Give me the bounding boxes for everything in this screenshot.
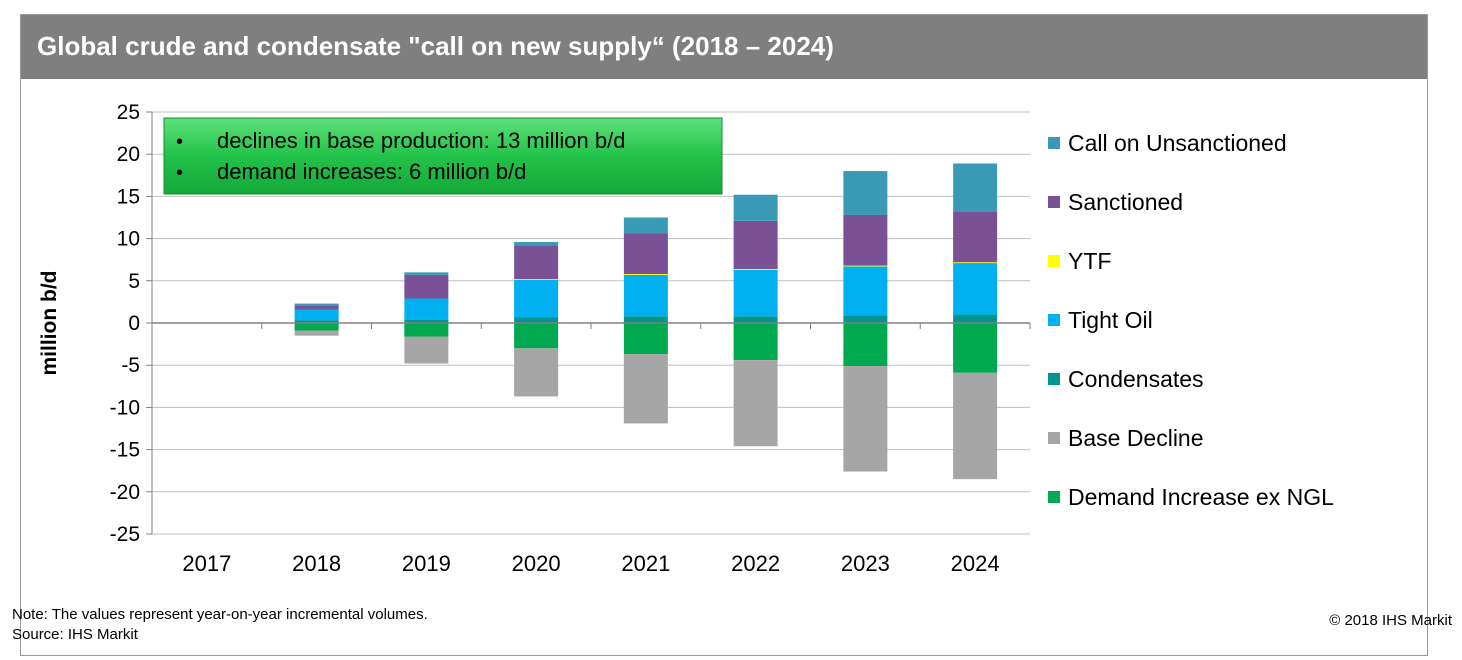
annotation-text: demand increases: 6 million b/d xyxy=(217,159,526,184)
bar-demand-increase-ex-ngl-2022 xyxy=(733,323,778,361)
bar-condensates-2018 xyxy=(294,320,339,323)
legend-item: YTF xyxy=(1048,246,1111,276)
y-tick-label: 5 xyxy=(128,270,140,293)
bar-tight-oil-2021 xyxy=(623,274,668,317)
bar-call-on-unsanctioned-2022 xyxy=(733,194,778,221)
bar-call-on-unsanctioned-2021 xyxy=(623,217,668,234)
bar-base-decline-2021 xyxy=(623,354,668,424)
annotation-box xyxy=(163,117,723,195)
y-tick-label: -5 xyxy=(121,354,140,377)
legend-swatch xyxy=(1048,255,1060,267)
bar-ytf-2021 xyxy=(623,274,668,275)
legend-item: Demand Increase ex NGL xyxy=(1048,482,1334,512)
y-tick-label: -25 xyxy=(110,523,140,546)
legend-item: Tight Oil xyxy=(1048,305,1153,335)
bar-call-on-unsanctioned-2020 xyxy=(514,241,559,246)
legend-swatch xyxy=(1048,196,1060,208)
y-tick-label: 0 xyxy=(128,312,140,335)
bar-tight-oil-2019 xyxy=(404,298,449,320)
chart-title: Global crude and condensate "call on new… xyxy=(37,31,834,61)
bar-tight-oil-2023 xyxy=(843,266,888,316)
bar-sanctioned-2018 xyxy=(294,305,339,310)
bar-base-decline-2020 xyxy=(514,348,559,397)
bar-sanctioned-2022 xyxy=(733,220,778,269)
bar-ytf-2024 xyxy=(953,262,998,264)
x-tick-label: 2017 xyxy=(182,551,231,576)
bar-tight-oil-2018 xyxy=(294,309,339,321)
y-tick-label: -15 xyxy=(110,439,140,462)
x-tick-label: 2022 xyxy=(731,551,780,576)
x-tick-label: 2019 xyxy=(402,551,451,576)
x-tick-label: 2020 xyxy=(512,551,561,576)
legend-swatch xyxy=(1048,373,1060,385)
bar-demand-increase-ex-ngl-2019 xyxy=(404,323,449,337)
bar-sanctioned-2019 xyxy=(404,274,449,299)
bar-base-decline-2018 xyxy=(294,330,339,336)
annotation-text: declines in base production: 13 million … xyxy=(217,128,625,153)
legend-item: Call on Unsanctioned xyxy=(1048,128,1287,158)
legend-swatch xyxy=(1048,314,1060,326)
bar-call-on-unsanctioned-2024 xyxy=(953,163,998,212)
bar-sanctioned-2024 xyxy=(953,211,998,263)
bar-tight-oil-2022 xyxy=(733,269,778,317)
y-tick-label: -20 xyxy=(110,481,140,504)
legend-swatch xyxy=(1048,491,1060,503)
legend-swatch xyxy=(1048,137,1060,149)
x-tick-label: 2024 xyxy=(951,551,1000,576)
source-text: Source: IHS Markit xyxy=(12,626,138,643)
bar-condensates-2019 xyxy=(404,319,449,323)
note-text: Note: The values represent year-on-year … xyxy=(12,606,428,623)
bar-demand-increase-ex-ngl-2020 xyxy=(514,323,559,349)
x-tick-label: 2018 xyxy=(292,551,341,576)
bar-tight-oil-2020 xyxy=(514,279,559,318)
legend-label: Demand Increase ex NGL xyxy=(1068,483,1334,510)
bar-demand-increase-ex-ngl-2024 xyxy=(953,323,998,373)
bar-call-on-unsanctioned-2018 xyxy=(294,303,339,306)
bar-sanctioned-2021 xyxy=(623,233,668,275)
legend-label: Call on Unsanctioned xyxy=(1068,129,1287,156)
copyright-text: © 2018 IHS Markit xyxy=(1329,612,1452,629)
annotation-bullet: • xyxy=(176,131,183,153)
bar-demand-increase-ex-ngl-2023 xyxy=(843,323,888,367)
bar-ytf-2022 xyxy=(733,268,778,270)
bar-base-decline-2022 xyxy=(733,360,778,447)
y-tick-label: 15 xyxy=(117,185,140,208)
bar-base-decline-2019 xyxy=(404,336,449,364)
legend-label: Condensates xyxy=(1068,365,1204,392)
bar-base-decline-2024 xyxy=(953,372,998,480)
bar-condensates-2020 xyxy=(514,317,559,323)
bar-ytf-2023 xyxy=(843,265,888,267)
bar-ytf-2020 xyxy=(514,279,559,280)
bar-demand-increase-ex-ngl-2021 xyxy=(623,323,668,355)
y-axis-label: million b/d xyxy=(38,271,61,376)
legend-item: Condensates xyxy=(1048,364,1204,394)
bar-call-on-unsanctioned-2023 xyxy=(843,171,888,215)
legend-label: Tight Oil xyxy=(1068,306,1153,333)
legend-label: Base Decline xyxy=(1068,424,1204,451)
y-tick-label: 25 xyxy=(117,101,140,124)
title-bar: Global crude and condensate "call on new… xyxy=(21,15,1427,79)
bar-base-decline-2023 xyxy=(843,366,888,472)
bar-condensates-2023 xyxy=(843,315,888,323)
legend-item: Base Decline xyxy=(1048,423,1204,453)
y-tick-label: 10 xyxy=(117,228,140,251)
x-tick-label: 2023 xyxy=(841,551,890,576)
y-tick-label: -10 xyxy=(110,396,140,419)
bar-condensates-2022 xyxy=(733,316,778,323)
legend-label: YTF xyxy=(1068,247,1112,274)
x-tick-label: 2021 xyxy=(621,551,670,576)
bar-condensates-2021 xyxy=(623,316,668,323)
legend-item: Sanctioned xyxy=(1048,187,1183,217)
legend-swatch xyxy=(1048,432,1060,444)
bar-sanctioned-2020 xyxy=(514,245,559,280)
bar-demand-increase-ex-ngl-2018 xyxy=(294,323,339,331)
bar-sanctioned-2023 xyxy=(843,214,888,266)
legend-label: Sanctioned xyxy=(1068,188,1184,215)
bar-tight-oil-2024 xyxy=(953,263,998,315)
annotation-bullet: • xyxy=(176,162,183,184)
y-tick-label: 20 xyxy=(117,143,140,166)
bar-call-on-unsanctioned-2019 xyxy=(404,272,449,275)
bar-condensates-2024 xyxy=(953,314,998,323)
